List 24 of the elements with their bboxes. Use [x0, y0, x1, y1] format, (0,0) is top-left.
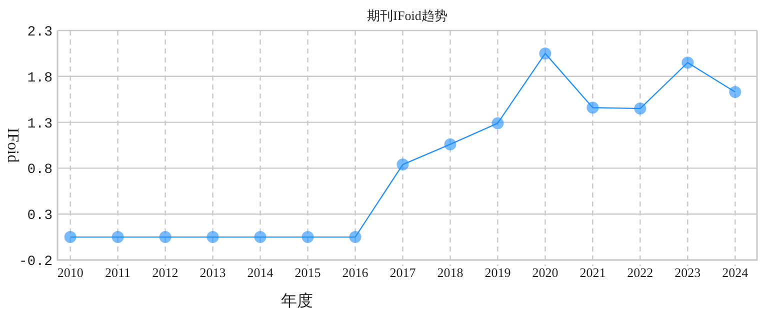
xtick: 2021: [580, 265, 606, 280]
ytick: 0.3: [27, 208, 52, 224]
xtick: 2013: [200, 265, 226, 280]
ytick: -0.2: [18, 254, 52, 270]
xtick: 2018: [437, 265, 464, 280]
xtick: 2016: [342, 265, 368, 280]
xtick: 2014: [247, 265, 274, 280]
xtick: 2020: [532, 265, 558, 280]
xtick: 2022: [627, 265, 654, 280]
xtick: 2012: [152, 265, 178, 280]
ytick: 2.3: [27, 24, 52, 40]
xtick: 2015: [294, 265, 321, 280]
xtick: 2019: [484, 265, 511, 280]
xtick: 2010: [57, 265, 84, 280]
xtick: 2011: [105, 265, 131, 280]
xlabel: 年度: [281, 293, 313, 310]
xtick: 2024: [722, 265, 748, 280]
title: 期刊IFoid趋势: [367, 8, 448, 23]
ylabel: IFoid: [4, 128, 21, 163]
ytick: 1.3: [27, 116, 52, 132]
ytick: 0.8: [27, 162, 52, 178]
xtick: 2017: [390, 265, 416, 280]
xtick: 2023: [674, 265, 701, 280]
ytick: 1.8: [27, 70, 52, 86]
